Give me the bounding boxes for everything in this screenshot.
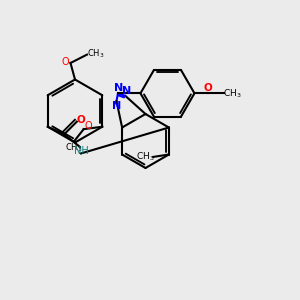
Text: NH: NH [74,146,88,156]
Text: N: N [122,86,132,96]
Text: O: O [204,83,213,93]
Text: CH$_3$: CH$_3$ [65,142,82,154]
Text: O: O [61,57,69,68]
Text: N: N [112,101,122,111]
Text: N: N [114,83,123,93]
Text: CH$_3$: CH$_3$ [223,87,241,100]
Text: O: O [84,121,92,131]
Text: CH$_3$: CH$_3$ [136,151,154,163]
Text: CH$_3$: CH$_3$ [87,47,105,60]
Text: O: O [77,115,86,125]
